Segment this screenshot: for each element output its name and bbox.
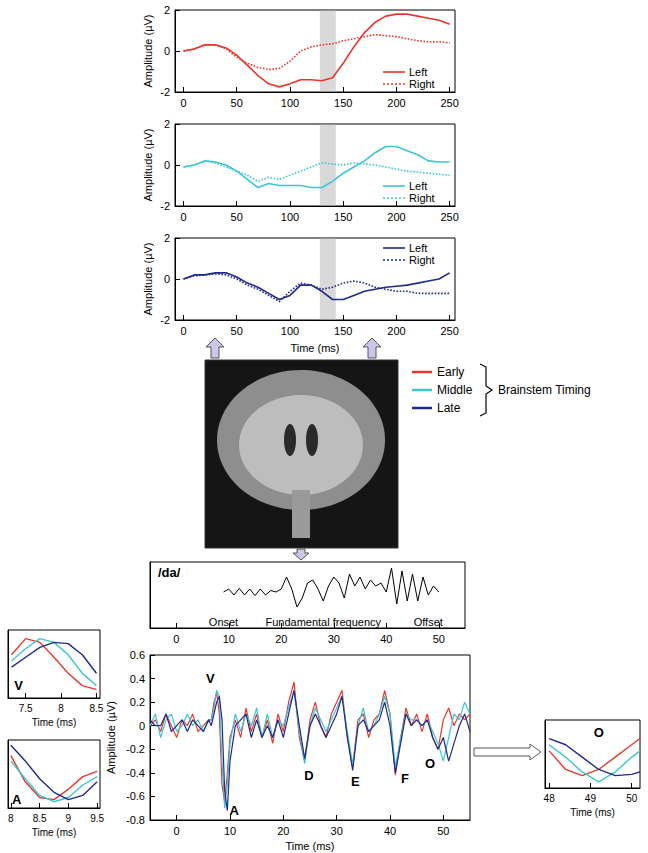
svg-text:-0.2: -0.2 [126, 743, 145, 755]
svg-text:7.5: 7.5 [19, 703, 33, 714]
svg-text:Left: Left [409, 180, 427, 192]
svg-text:Early: Early [437, 365, 464, 379]
svg-text:50: 50 [437, 825, 449, 837]
svg-text:0: 0 [174, 825, 180, 837]
svg-text:8: 8 [58, 703, 64, 714]
svg-text:Amplitude (µV): Amplitude (µV) [142, 243, 154, 316]
svg-text:2: 2 [164, 118, 170, 130]
svg-text:20: 20 [275, 633, 287, 645]
svg-text:150: 150 [334, 97, 352, 109]
svg-text:100: 100 [281, 97, 299, 109]
svg-text:Time (ms): Time (ms) [32, 717, 77, 728]
svg-text:48: 48 [544, 793, 556, 804]
svg-text:Right: Right [409, 78, 435, 90]
svg-text:D: D [304, 768, 313, 783]
svg-text:F: F [401, 771, 409, 786]
svg-text:2: 2 [164, 4, 170, 16]
svg-text:A: A [230, 803, 240, 818]
svg-text:150: 150 [334, 211, 352, 223]
svg-text:/da/: /da/ [158, 565, 181, 580]
svg-text:0: 0 [173, 633, 179, 645]
svg-text:Time (ms): Time (ms) [570, 807, 615, 818]
svg-text:0: 0 [164, 45, 170, 57]
svg-text:Amplitude (µV): Amplitude (µV) [142, 129, 154, 202]
svg-text:-0.4: -0.4 [126, 767, 145, 779]
svg-text:49: 49 [585, 793, 597, 804]
svg-text:Amplitude (µV): Amplitude (µV) [105, 701, 117, 774]
svg-text:0: 0 [139, 720, 145, 732]
svg-text:Amplitude (µV): Amplitude (µV) [142, 15, 154, 88]
svg-text:50: 50 [231, 211, 243, 223]
svg-text:200: 200 [387, 97, 405, 109]
svg-text:-0.8: -0.8 [126, 814, 145, 826]
svg-text:Left: Left [409, 66, 427, 78]
svg-text:0: 0 [180, 211, 186, 223]
svg-text:Onset: Onset [209, 616, 238, 628]
svg-text:Time (ms): Time (ms) [285, 840, 334, 852]
svg-text:40: 40 [384, 825, 396, 837]
svg-text:Late: Late [437, 401, 461, 415]
svg-text:A: A [12, 792, 22, 807]
svg-text:8.5: 8.5 [33, 813, 47, 824]
svg-text:50: 50 [231, 325, 243, 337]
svg-text:100: 100 [281, 211, 299, 223]
svg-text:Offset: Offset [414, 616, 443, 628]
svg-text:9.5: 9.5 [90, 813, 104, 824]
svg-text:O: O [425, 756, 435, 771]
svg-text:-2: -2 [160, 200, 170, 212]
svg-text:Fundamental frequency: Fundamental frequency [265, 616, 381, 628]
svg-text:250: 250 [440, 325, 458, 337]
svg-text:-2: -2 [160, 86, 170, 98]
svg-text:Right: Right [409, 192, 435, 204]
svg-text:Left: Left [409, 242, 427, 254]
svg-text:Middle: Middle [437, 383, 473, 397]
svg-text:250: 250 [440, 97, 458, 109]
svg-text:9: 9 [66, 813, 72, 824]
svg-text:200: 200 [387, 211, 405, 223]
svg-text:V: V [206, 671, 215, 686]
svg-text:2: 2 [164, 232, 170, 244]
svg-text:0.2: 0.2 [130, 696, 145, 708]
svg-text:50: 50 [433, 633, 445, 645]
svg-text:10: 10 [223, 633, 235, 645]
svg-text:-2: -2 [160, 314, 170, 326]
svg-text:40: 40 [380, 633, 392, 645]
svg-text:100: 100 [281, 325, 299, 337]
svg-text:V: V [14, 678, 23, 693]
svg-text:Time (ms): Time (ms) [290, 342, 339, 354]
svg-text:0: 0 [164, 159, 170, 171]
svg-text:8: 8 [8, 813, 14, 824]
svg-text:50: 50 [626, 793, 638, 804]
svg-text:O: O [594, 725, 604, 740]
svg-text:0: 0 [180, 325, 186, 337]
svg-text:8.5: 8.5 [90, 703, 104, 714]
svg-text:20: 20 [277, 825, 289, 837]
svg-text:Right: Right [409, 254, 435, 266]
svg-text:0: 0 [180, 97, 186, 109]
svg-text:200: 200 [387, 325, 405, 337]
svg-text:0.4: 0.4 [130, 673, 145, 685]
svg-text:30: 30 [331, 825, 343, 837]
svg-text:150: 150 [334, 325, 352, 337]
svg-text:-0.6: -0.6 [126, 790, 145, 802]
svg-text:Brainstem Timing: Brainstem Timing [498, 383, 591, 397]
svg-text:250: 250 [440, 211, 458, 223]
svg-text:Time (ms): Time (ms) [32, 827, 77, 838]
svg-text:0.6: 0.6 [130, 649, 145, 661]
svg-text:50: 50 [231, 97, 243, 109]
svg-text:0: 0 [164, 273, 170, 285]
svg-text:10: 10 [224, 825, 236, 837]
svg-text:E: E [351, 774, 360, 789]
svg-text:30: 30 [328, 633, 340, 645]
